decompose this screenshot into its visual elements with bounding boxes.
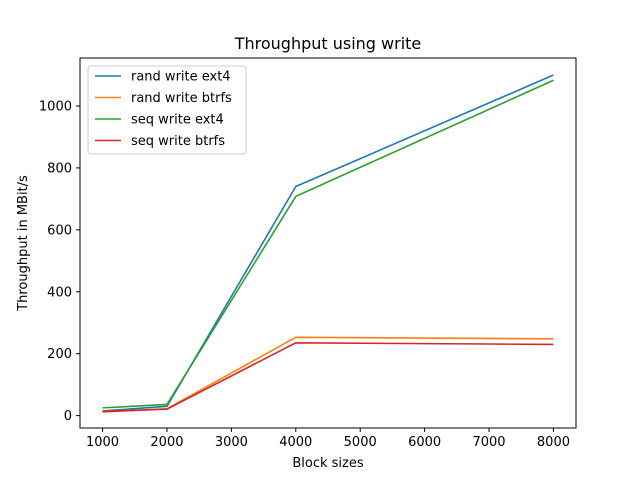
y-axis: 0 200 400 600 800 1000 bbox=[39, 99, 80, 424]
y-tick-label: 800 bbox=[47, 161, 72, 176]
x-tick-label: 1000 bbox=[86, 435, 119, 450]
legend-box bbox=[87, 65, 247, 155]
plot-frame bbox=[79, 57, 577, 429]
legend-label: seq write ext4 bbox=[131, 113, 224, 128]
x-axis-label: Block sizes bbox=[292, 456, 363, 471]
legend-label: rand write btrfs bbox=[131, 91, 232, 106]
x-axis: 1000 2000 3000 4000 5000 6000 7000 8000 bbox=[86, 428, 570, 450]
legend: rand write ext4 rand write btrfs seq write… bbox=[87, 65, 247, 155]
x-tick-label: 5000 bbox=[344, 435, 377, 450]
x-tick-label: 8000 bbox=[537, 435, 570, 450]
y-tick-label: 400 bbox=[47, 285, 72, 300]
y-axis-label: Throughput in MBit/s bbox=[16, 175, 31, 312]
legend-label: seq write btrfs bbox=[131, 134, 225, 149]
legend-label: rand write ext4 bbox=[131, 70, 231, 85]
x-tick-label: 7000 bbox=[472, 435, 505, 450]
y-tick-label: 600 bbox=[47, 223, 72, 238]
x-tick-label: 3000 bbox=[215, 435, 248, 450]
y-tick-label: 200 bbox=[47, 347, 72, 362]
plot-series bbox=[102, 74, 554, 413]
series-line-3 bbox=[102, 79, 554, 409]
x-tick-label: 6000 bbox=[408, 435, 441, 450]
y-tick-label: 0 bbox=[64, 409, 72, 424]
series-line-1 bbox=[102, 74, 554, 412]
y-tick-label: 1000 bbox=[39, 99, 72, 114]
series-line-4 bbox=[102, 342, 554, 413]
x-tick-label: 4000 bbox=[279, 435, 312, 450]
chart-title: Throughput using write bbox=[234, 34, 422, 53]
x-tick-label: 2000 bbox=[150, 435, 183, 450]
